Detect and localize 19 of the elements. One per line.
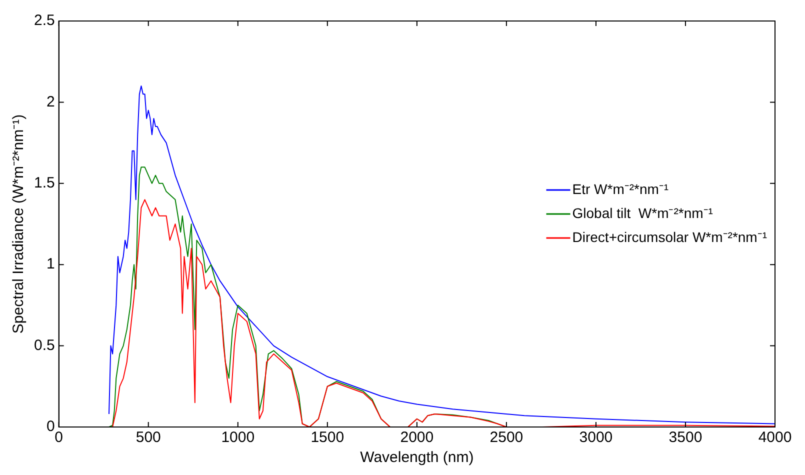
- legend-label: Etr W*m⁻²*nm⁻¹: [572, 180, 669, 197]
- x-tick-label: 3500: [668, 429, 702, 446]
- x-tick-label: 2000: [400, 429, 434, 446]
- x-tick-label: 1500: [310, 429, 344, 446]
- legend-label: Global tilt W*m⁻²*nm⁻¹: [572, 204, 714, 221]
- y-tick-label: 0: [46, 418, 55, 436]
- x-tick-label: 2500: [490, 429, 524, 446]
- x-tick-label: 3000: [579, 429, 613, 446]
- y-tick-label: 2: [46, 93, 55, 110]
- y-tick-label: 2.5: [34, 12, 55, 30]
- x-tick-label: 1000: [221, 429, 255, 446]
- x-tick-label: 500: [136, 429, 161, 446]
- y-tick-label: 0.5: [34, 336, 55, 354]
- y-tick-label: 1.5: [34, 174, 55, 192]
- y-tick-label: 1: [46, 256, 55, 273]
- y-axis-title: Spectral Irradiance (W*m⁻²*nm⁻¹): [10, 114, 28, 334]
- x-axis-title: Wavelength (nm): [360, 449, 474, 466]
- x-tick-label: 4000: [758, 429, 792, 446]
- legend-label: Direct+circumsolar W*m⁻²*nm⁻¹: [572, 228, 768, 245]
